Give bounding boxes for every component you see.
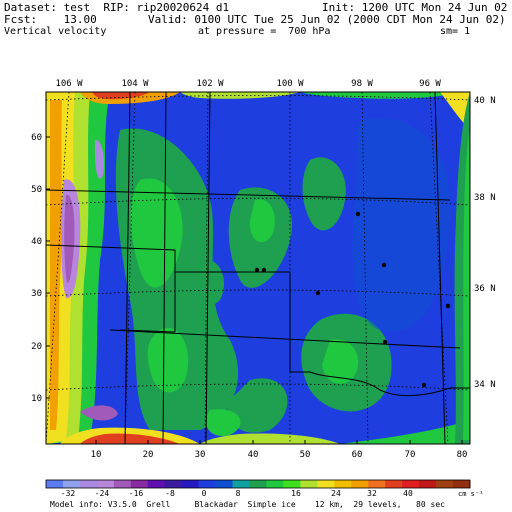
colorbar-swatch (113, 480, 132, 488)
vertical-velocity-field (46, 92, 470, 444)
colorbar-swatch (79, 480, 98, 488)
colorbar-tick-label: 0 (202, 489, 207, 498)
colorbar (45, 479, 471, 489)
colorbar-tick-label: 24 (331, 489, 341, 498)
grid-x-label: 30 (195, 450, 206, 460)
colorbar-swatch (317, 480, 335, 488)
lon-label: 102 W (196, 79, 224, 89)
colorbar-tick-label: 40 (403, 489, 413, 498)
colorbar-swatch (419, 480, 437, 488)
colorbar-swatch (453, 480, 471, 488)
plot-frame (45, 91, 471, 445)
lon-label: 104 W (121, 79, 149, 89)
smoothing-value: sm= 1 (440, 26, 471, 37)
colorbar-tick-label: -16 (129, 489, 144, 498)
grid-y-label: 60 (31, 133, 42, 143)
colorbar-swatch (436, 480, 454, 488)
colorbar-swatch (62, 480, 81, 488)
colorbar-swatch (402, 480, 420, 488)
colorbar-frame (45, 479, 471, 489)
grid-y-label: 30 (31, 289, 42, 299)
grid-x-label: 50 (300, 450, 311, 460)
colorbar-tick-label: 16 (291, 489, 301, 498)
lat-label: 40 N (474, 96, 496, 106)
colorbar-swatch (130, 480, 149, 488)
grid-y-label: 50 (31, 185, 42, 195)
colorbar-swatch (283, 480, 301, 488)
colorbar-swatch (181, 480, 200, 488)
grid-x-label: 40 (248, 450, 259, 460)
model-info: Model info: V3.5.0 Grell Blackadar Simpl… (50, 500, 445, 509)
lon-label: 106 W (55, 79, 83, 89)
pressure-level: at pressure = 700 hPa (198, 26, 331, 37)
lon-label: 98 W (351, 79, 373, 89)
colorbar-tick-label: 32 (367, 489, 377, 498)
colorbar-swatch (147, 480, 166, 488)
grid-x-label: 20 (143, 450, 154, 460)
colorbar-swatch (164, 480, 183, 488)
grid-x-label: 80 (457, 450, 468, 460)
lat-label: 34 N (474, 380, 496, 390)
grid-y-label: 40 (31, 237, 42, 247)
lat-label: 36 N (474, 284, 496, 294)
grid-x-label: 10 (91, 450, 102, 460)
colorbar-swatch (385, 480, 403, 488)
dataset-line: Dataset: test RIP: rip20020624 d1 (4, 1, 230, 14)
colorbar-swatch (96, 480, 115, 488)
lon-label: 96 W (419, 79, 441, 89)
fcst-line: Fcst: 13.00 (4, 13, 97, 26)
grid-x-label: 60 (352, 450, 363, 460)
valid-line: Valid: 0100 UTC Tue 25 Jun 02 (2000 CDT … (148, 13, 506, 26)
colorbar-swatch (266, 480, 284, 488)
grid-y-label: 10 (31, 394, 42, 404)
colorbar-tick-label: -24 (95, 489, 110, 498)
colorbar-swatch (351, 480, 369, 488)
colorbar-tick-label: -8 (165, 489, 175, 498)
grid-y-label: 20 (31, 342, 42, 352)
field-name: Vertical velocity (4, 26, 107, 37)
colorbar-swatch (368, 480, 386, 488)
colorbar-swatch (46, 480, 64, 488)
colorbar-swatch (215, 480, 234, 488)
colorbar-units: cm s⁻¹ (458, 490, 483, 498)
grid-x-label: 70 (405, 450, 416, 460)
lat-label: 38 N (474, 193, 496, 203)
colorbar-swatch (232, 480, 251, 488)
colorbar-tick-label: 8 (236, 489, 241, 498)
colorbar-swatch (198, 480, 217, 488)
colorbar-tick-label: -32 (61, 489, 76, 498)
colorbar-swatch (300, 480, 318, 488)
lon-label: 100 W (276, 79, 304, 89)
colorbar-swatch (249, 480, 267, 488)
colorbar-swatch (334, 480, 352, 488)
init-line: Init: 1200 UTC Mon 24 Jun 02 (322, 1, 508, 14)
